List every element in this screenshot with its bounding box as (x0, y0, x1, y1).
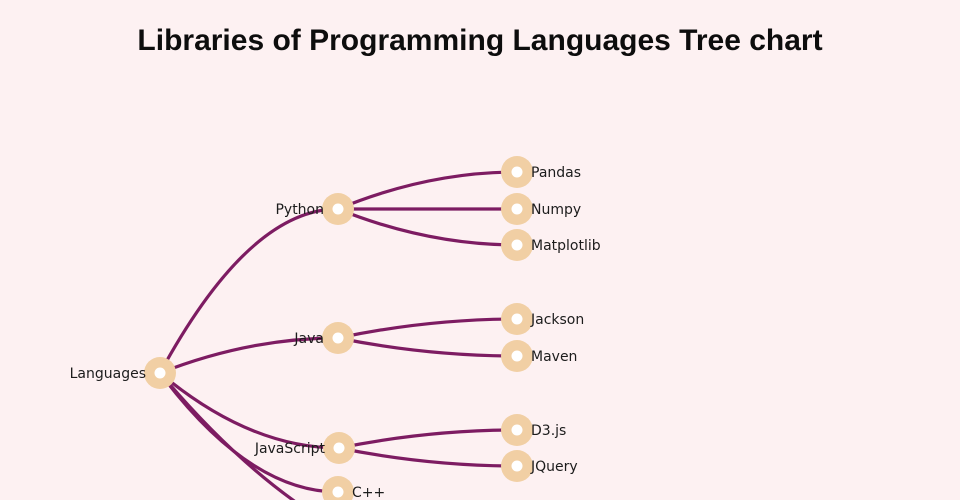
tree-link-java-maven (336, 336, 519, 358)
node-label-d3js: D3.js (531, 423, 566, 439)
tree-link-javascript-d3js (337, 428, 519, 450)
tree-link-javascript-jquery (337, 446, 519, 468)
tree-node-numpy: Numpy (501, 193, 581, 225)
node-label-java: Java (293, 331, 324, 347)
tree-node-maven: Maven (501, 340, 577, 372)
tree-node-cpp: C++ (322, 476, 385, 500)
node-label-pandas: Pandas (531, 165, 581, 181)
node-label-python: Python (275, 202, 324, 218)
node-label-languages: Languages (70, 366, 146, 382)
node-label-cpp: C++ (352, 485, 385, 500)
tree-link-languages-python (158, 207, 340, 375)
node-label-numpy: Numpy (531, 202, 581, 218)
node-core-icon (332, 332, 344, 344)
tree-node-pandas: Pandas (501, 156, 581, 188)
node-core-icon (511, 166, 523, 178)
node-core-icon (332, 486, 344, 498)
tree-node-python: Python (275, 193, 354, 225)
tree-node-matplotlib: Matplotlib (501, 229, 601, 261)
nodes-layer: Languages Python Java JavaScript C++ Pandas Nu… (70, 156, 601, 500)
node-core-icon (511, 313, 523, 325)
tree-node-jquery: JQuery (501, 450, 578, 482)
tree-node-javascript: JavaScript (254, 432, 355, 464)
tree-link-java-jackson (336, 317, 519, 340)
node-label-jquery: JQuery (530, 459, 578, 475)
node-label-javascript: JavaScript (254, 441, 326, 457)
tree-link-languages-java (158, 336, 340, 375)
node-label-matplotlib: Matplotlib (531, 238, 601, 254)
node-core-icon (511, 460, 523, 472)
node-core-icon (332, 203, 344, 215)
node-core-icon (154, 367, 166, 379)
node-label-jackson: Jackson (530, 312, 584, 328)
tree-link-languages-cpp (158, 371, 340, 494)
tree-node-jackson: Jackson (501, 303, 584, 335)
node-label-maven: Maven (531, 349, 577, 365)
node-core-icon (511, 203, 523, 215)
node-core-icon (511, 239, 523, 251)
tree-link-languages-javascript (158, 371, 341, 450)
node-core-icon (333, 442, 345, 454)
tree-link-python-pandas (336, 170, 519, 211)
node-core-icon (511, 350, 523, 362)
tree-node-languages: Languages (70, 357, 176, 389)
tree-node-java: Java (293, 322, 354, 354)
chart-title: Libraries of Programming Languages Tree … (137, 24, 823, 57)
tree-link-python-matplotlib (336, 207, 519, 247)
tree-link-languages-offscreen-branch (158, 371, 296, 500)
node-core-icon (511, 424, 523, 436)
tree-node-d3js: D3.js (501, 414, 566, 446)
links-layer (158, 170, 519, 500)
